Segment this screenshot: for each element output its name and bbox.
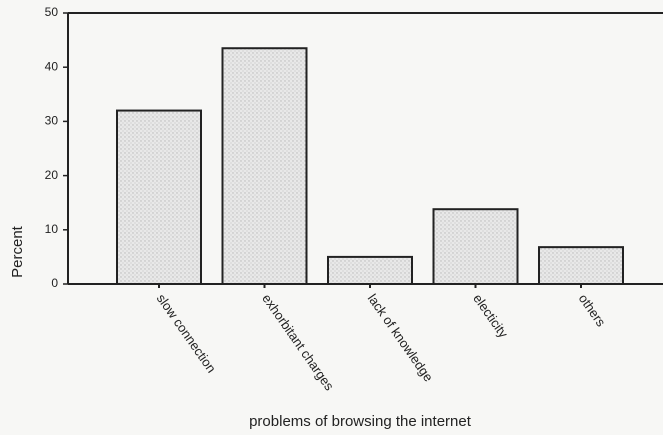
bar [432, 208, 519, 285]
x-tick-label: electicity [470, 291, 511, 341]
y-tick-label: 20 [45, 168, 59, 182]
bar [116, 109, 202, 285]
y-tick-label: 10 [45, 222, 59, 236]
y-tick-label: 0 [51, 276, 58, 290]
x-axis-label: problems of browsing the internet [249, 413, 472, 430]
bar [327, 255, 413, 285]
y-axis-label: Percent [9, 225, 26, 278]
x-tick-label: slow connection [154, 291, 219, 375]
y-tick-label: 30 [45, 114, 59, 128]
bar [221, 47, 308, 286]
x-tick-label: exhorbitant charges [259, 291, 337, 394]
x-tick-label: others [576, 291, 609, 330]
bar [538, 246, 624, 285]
y-tick-label: 50 [45, 5, 59, 19]
y-tick-label: 40 [45, 59, 59, 73]
x-tick-label: lack of knowledge [365, 291, 437, 384]
